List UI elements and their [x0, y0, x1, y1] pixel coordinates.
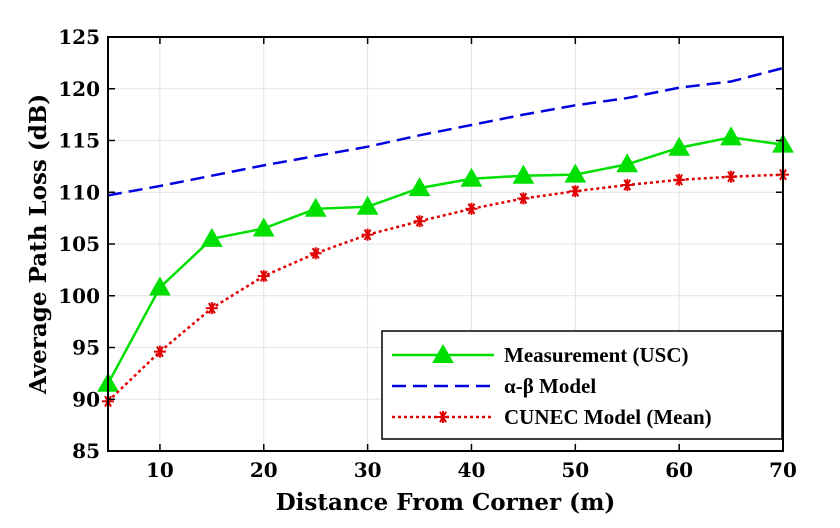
- series-2-point: [569, 185, 582, 198]
- y-tick-label: 105: [58, 232, 100, 256]
- series-2-point: [465, 202, 478, 215]
- series-0-point: [460, 167, 483, 187]
- series-0-point: [616, 153, 639, 173]
- x-tick-label: 20: [250, 458, 278, 482]
- legend: Measurement (USC) α-β Model CUNEC Model (M…: [381, 330, 783, 440]
- series-1: [107, 66, 784, 197]
- x-tick-label: 30: [354, 458, 382, 482]
- series-0-point: [564, 163, 587, 183]
- y-tick-label: 120: [58, 77, 100, 101]
- x-tick-label: 70: [769, 458, 797, 482]
- x-tick-label: 60: [665, 458, 693, 482]
- legend-label: α-β Model: [504, 374, 596, 398]
- legend-box: [381, 330, 783, 440]
- series-2-point: [361, 228, 374, 241]
- series-0-point: [200, 227, 223, 247]
- y-tick-label: 115: [58, 129, 100, 153]
- y-tick-label: 85: [72, 439, 100, 463]
- legend-swatch-marker: [437, 411, 449, 423]
- y-tick-label: 100: [58, 284, 100, 308]
- ticks: 10 20 30 40 50 60 70 85 90 95 100 105 110 115 120 125: [58, 25, 797, 482]
- x-axis-label: Distance From Corner (m): [276, 489, 616, 516]
- x-tick-label: 40: [458, 458, 486, 482]
- series-0-point: [149, 276, 171, 296]
- y-tick-label: 95: [72, 336, 100, 360]
- series-layer: [97, 66, 794, 408]
- series-2-point: [309, 247, 322, 260]
- series-2-line: [107, 173, 784, 403]
- series-2-point: [205, 302, 218, 315]
- series-2-point: [153, 345, 166, 358]
- y-tick-label: 90: [72, 387, 100, 411]
- series-1-line: [107, 66, 784, 197]
- series-0-point: [252, 217, 275, 237]
- y-tick-label: 110: [58, 180, 100, 204]
- legend-entry: α-β Model: [392, 374, 596, 398]
- series-0: [97, 126, 794, 392]
- legend-entry: CUNEC Model (Mean): [392, 405, 712, 429]
- x-tick-label: 10: [146, 458, 174, 482]
- series-0-point: [408, 177, 431, 197]
- legend-entries: Measurement (USC) α-β Model CUNEC Model (M…: [392, 343, 712, 429]
- series-0-point: [512, 164, 535, 184]
- series-0-point: [304, 197, 327, 217]
- series-0-point: [356, 195, 379, 215]
- legend-swatch-marker: [432, 343, 454, 363]
- y-tick-label: 125: [58, 25, 100, 49]
- series-2-point: [257, 270, 270, 283]
- series-0-point: [720, 126, 742, 146]
- series-2-point: [621, 179, 634, 192]
- x-tick-label: 50: [561, 458, 589, 482]
- series-2-point: [725, 170, 738, 183]
- legend-label: Measurement (USC): [504, 343, 689, 367]
- series-2-point: [517, 192, 530, 205]
- y-axis-label: Average Path Loss (dB): [25, 94, 52, 395]
- series-0-line: [106, 136, 784, 385]
- legend-label: CUNEC Model (Mean): [504, 405, 712, 429]
- series-0-point: [668, 136, 691, 156]
- series-2-point: [413, 215, 426, 228]
- series-2-point: [673, 173, 686, 186]
- legend-entry: Measurement (USC): [392, 343, 689, 367]
